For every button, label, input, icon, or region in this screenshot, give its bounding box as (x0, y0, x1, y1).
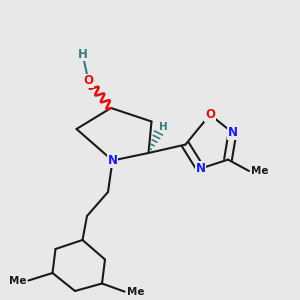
Text: H: H (158, 122, 167, 132)
Text: N: N (227, 126, 238, 139)
Text: Me: Me (9, 275, 26, 286)
Text: Me: Me (251, 166, 269, 176)
Text: N: N (107, 154, 118, 167)
Text: Me: Me (127, 286, 144, 297)
Text: O: O (205, 108, 215, 121)
Text: N: N (195, 162, 206, 175)
Text: O: O (83, 74, 94, 88)
Text: H: H (78, 47, 87, 61)
